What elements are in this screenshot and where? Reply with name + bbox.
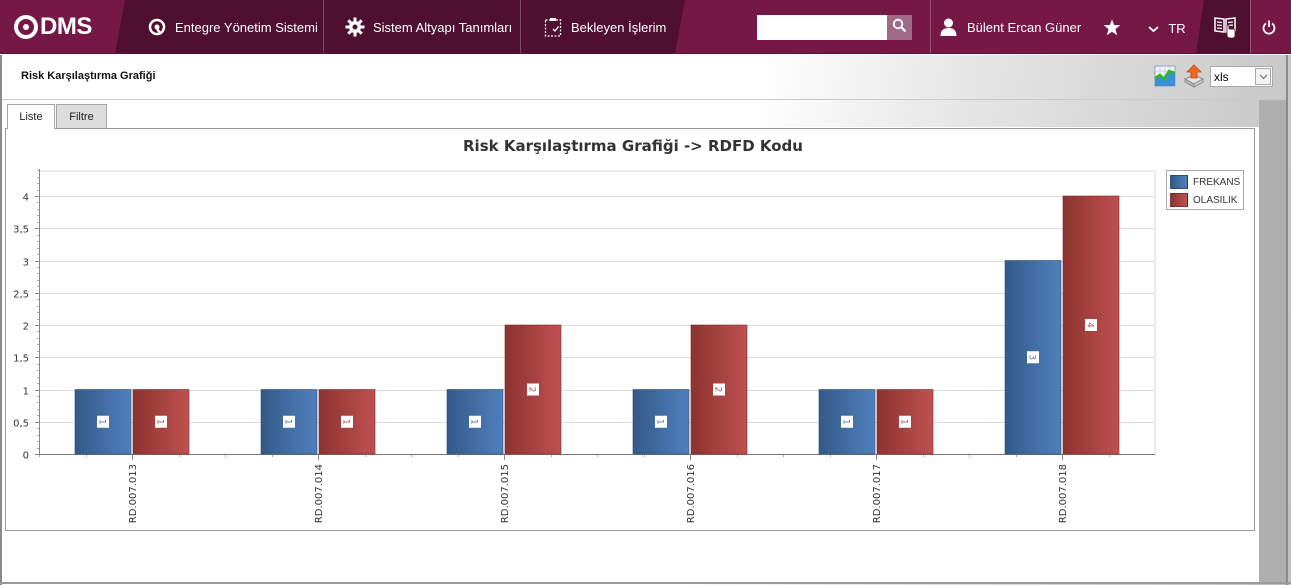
legend-item-frekans: FREKANS bbox=[1167, 173, 1243, 191]
legend-swatch bbox=[1170, 175, 1188, 189]
help-button-background bbox=[1196, 0, 1250, 53]
page-title: Risk Karşılaştırma Grafiği bbox=[21, 70, 156, 82]
nav-item-label: Entegre Yönetim Sistemi bbox=[175, 19, 318, 35]
nav-divider bbox=[323, 0, 324, 53]
export-button[interactable] bbox=[1183, 64, 1205, 88]
gear-icon bbox=[345, 17, 365, 37]
q-logo-icon bbox=[147, 17, 167, 37]
nav-item-label: Bekleyen İşlerim bbox=[571, 19, 667, 35]
help-manual-button[interactable] bbox=[1210, 0, 1240, 53]
chart-panel bbox=[5, 128, 1255, 531]
power-icon bbox=[1262, 20, 1276, 35]
legend-label: FREKANS bbox=[1193, 176, 1241, 188]
legend-item-olasilik: OLASILIK bbox=[1167, 191, 1243, 209]
export-format-value: xls bbox=[1214, 69, 1229, 84]
nav-menu-background bbox=[115, 0, 685, 54]
legend-label: OLASILIK bbox=[1193, 194, 1238, 206]
line-chart-icon bbox=[1154, 65, 1176, 92]
user-menu[interactable]: Bülent Ercan Güner bbox=[940, 0, 1082, 53]
frame-border bbox=[1286, 55, 1288, 585]
language-selector[interactable]: TR bbox=[1142, 0, 1192, 53]
chart-title: Risk Karşılaştırma Grafiği -> RDFD Kodu bbox=[463, 137, 803, 155]
tab-filtre[interactable]: Filtre bbox=[56, 104, 107, 128]
nav-divider bbox=[1250, 0, 1251, 53]
clipboard-check-icon bbox=[543, 17, 563, 37]
user-name: Bülent Ercan Güner bbox=[967, 19, 1082, 35]
favorites-button[interactable] bbox=[1100, 0, 1124, 53]
nav-divider bbox=[520, 0, 521, 53]
export-upload-icon bbox=[1183, 64, 1205, 93]
qdms-logo[interactable]: DMS bbox=[14, 12, 92, 42]
frame-border bbox=[0, 55, 2, 585]
chevron-down-icon bbox=[1255, 68, 1271, 85]
chart-view-button[interactable] bbox=[1154, 65, 1176, 87]
open-book-hand-icon bbox=[1213, 15, 1237, 39]
logo-text: DMS bbox=[40, 13, 92, 40]
frame-border bbox=[0, 582, 1291, 584]
q-logo-icon bbox=[14, 15, 38, 39]
logout-button[interactable] bbox=[1258, 0, 1280, 53]
nav-item-sistem-altyapi-tanimlari[interactable]: Sistem Altyapı Tanımları bbox=[345, 0, 513, 53]
search-button[interactable] bbox=[887, 15, 912, 40]
nav-item-label: Sistem Altyapı Tanımları bbox=[373, 19, 513, 35]
language-label: TR bbox=[1168, 20, 1186, 36]
legend-swatch bbox=[1170, 193, 1188, 207]
nav-item-bekleyen-islerim[interactable]: Bekleyen İşlerim bbox=[543, 0, 667, 53]
star-icon bbox=[1103, 19, 1121, 36]
chart-legend: FREKANS OLASILIK bbox=[1166, 170, 1244, 210]
export-format-select[interactable]: xls bbox=[1210, 66, 1273, 87]
tab-label: Liste bbox=[19, 111, 43, 123]
tab-liste[interactable]: Liste bbox=[7, 104, 55, 129]
search-icon bbox=[892, 18, 907, 38]
nav-item-entegre-yonetim-sistemi[interactable]: Entegre Yönetim Sistemi bbox=[147, 0, 318, 53]
user-icon bbox=[940, 18, 957, 36]
top-navbar: DMS Entegre Yönetim Sistemi Sistem Altya… bbox=[0, 0, 1291, 54]
nav-divider bbox=[930, 0, 931, 53]
title-divider bbox=[2, 99, 1286, 100]
side-scrollbar[interactable] bbox=[1259, 100, 1287, 582]
tab-label: Filtre bbox=[69, 110, 94, 123]
search-input[interactable] bbox=[757, 15, 887, 40]
chevron-down-icon bbox=[1148, 25, 1159, 33]
